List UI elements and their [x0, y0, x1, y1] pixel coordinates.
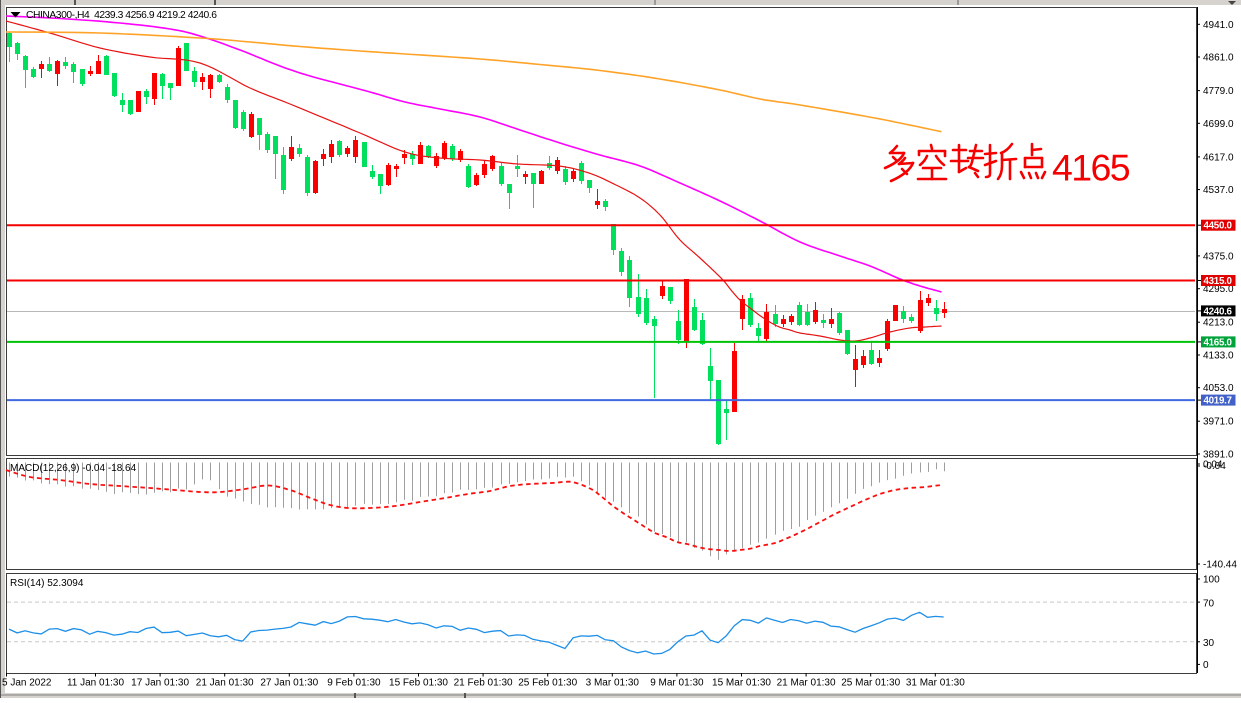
svg-text:3891.0: 3891.0: [1203, 450, 1234, 461]
svg-text:27 Jan 01:30: 27 Jan 01:30: [260, 678, 318, 689]
svg-text:4779.0: 4779.0: [1203, 86, 1234, 97]
svg-text:3971.0: 3971.0: [1203, 417, 1234, 428]
svg-text:4617.0: 4617.0: [1203, 152, 1234, 163]
svg-text:30: 30: [1203, 638, 1215, 649]
svg-text:4213.0: 4213.0: [1203, 318, 1234, 329]
svg-text:4019.7: 4019.7: [1204, 396, 1233, 407]
svg-text:25 Mar 01:30: 25 Mar 01:30: [841, 678, 900, 689]
svg-text:70: 70: [1203, 599, 1215, 610]
svg-text:11 Jan 01:30: 11 Jan 01:30: [67, 678, 125, 689]
svg-text:17 Jan 01:30: 17 Jan 01:30: [131, 678, 189, 689]
svg-text:4133.0: 4133.0: [1203, 351, 1234, 362]
svg-text:31 Mar 01:30: 31 Mar 01:30: [906, 678, 965, 689]
svg-text:4450.0: 4450.0: [1204, 221, 1233, 232]
svg-text:9 Mar 01:30: 9 Mar 01:30: [650, 678, 704, 689]
svg-text:15 Mar 01:30: 15 Mar 01:30: [712, 678, 771, 689]
svg-text:4165: 4165: [1052, 147, 1130, 189]
svg-text:4699.0: 4699.0: [1203, 119, 1234, 130]
svg-text:CHINA300-,H4 4239.3 4256.9 42: CHINA300-,H4 4239.3 4256.9 4219.2 4240.6: [26, 10, 217, 21]
svg-text:9 Feb 01:30: 9 Feb 01:30: [327, 678, 381, 689]
svg-text:4861.0: 4861.0: [1203, 53, 1234, 64]
svg-text:4053.0: 4053.0: [1203, 383, 1234, 394]
svg-text:3 Mar 01:30: 3 Mar 01:30: [586, 678, 640, 689]
svg-text:21 Jan 01:30: 21 Jan 01:30: [196, 678, 254, 689]
svg-text:0.04: 0.04: [1203, 460, 1223, 471]
svg-text:-140.44: -140.44: [1203, 560, 1237, 571]
svg-text:4537.0: 4537.0: [1203, 185, 1234, 196]
svg-text:15 Feb 01:30: 15 Feb 01:30: [389, 678, 448, 689]
svg-text:4295.0: 4295.0: [1203, 284, 1234, 295]
svg-text:4375.0: 4375.0: [1203, 251, 1234, 262]
svg-text:4240.6: 4240.6: [1204, 306, 1233, 317]
svg-text:0: 0: [1203, 660, 1209, 671]
svg-text:4165.0: 4165.0: [1204, 337, 1233, 348]
svg-text:100: 100: [1203, 575, 1220, 586]
svg-text:21 Feb 01:30: 21 Feb 01:30: [454, 678, 513, 689]
svg-text:MACD(12,26,9) -0.04 -18.64: MACD(12,26,9) -0.04 -18.64: [10, 463, 137, 474]
svg-text:25 Feb 01:30: 25 Feb 01:30: [518, 678, 577, 689]
svg-text:RSI(14) 52.3094: RSI(14) 52.3094: [10, 578, 84, 589]
svg-text:21 Mar 01:30: 21 Mar 01:30: [777, 678, 836, 689]
svg-text:4315.0: 4315.0: [1204, 276, 1233, 287]
svg-text:-0.04: -0.04: [1203, 461, 1226, 472]
svg-text:4941.0: 4941.0: [1203, 20, 1234, 31]
svg-text:5 Jan 2022: 5 Jan 2022: [2, 678, 52, 689]
